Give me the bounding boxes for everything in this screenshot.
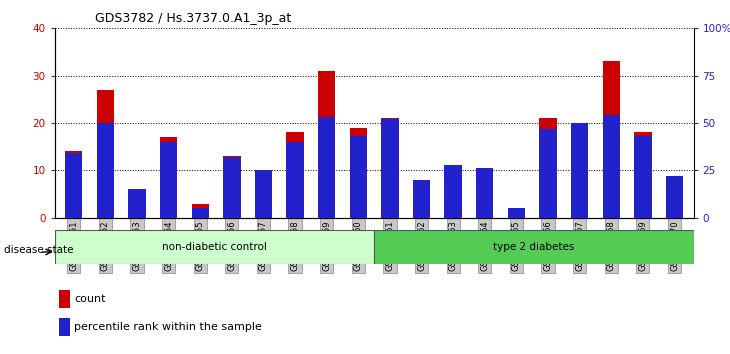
Bar xyxy=(602,115,620,218)
Bar xyxy=(191,204,209,218)
Bar xyxy=(445,166,462,218)
Bar xyxy=(413,180,430,218)
Bar xyxy=(634,132,652,218)
Bar xyxy=(318,117,335,218)
Bar xyxy=(128,189,146,218)
Bar xyxy=(223,157,240,218)
Bar xyxy=(476,170,493,218)
Bar xyxy=(191,208,209,218)
Bar xyxy=(381,118,399,218)
Bar xyxy=(128,189,146,218)
Bar xyxy=(602,62,620,218)
Bar xyxy=(571,123,588,218)
Bar xyxy=(413,180,430,218)
Bar xyxy=(381,119,399,218)
Text: GDS3782 / Hs.3737.0.A1_3p_at: GDS3782 / Hs.3737.0.A1_3p_at xyxy=(95,12,291,25)
Bar xyxy=(255,170,272,218)
Bar xyxy=(666,176,683,218)
FancyBboxPatch shape xyxy=(374,230,694,264)
Bar xyxy=(539,129,557,218)
Bar xyxy=(350,128,367,218)
Bar xyxy=(445,165,462,218)
Bar xyxy=(96,123,114,218)
Bar xyxy=(350,136,367,218)
Bar xyxy=(634,136,652,218)
Bar xyxy=(286,132,304,218)
Bar xyxy=(65,153,82,218)
Text: percentile rank within the sample: percentile rank within the sample xyxy=(74,322,262,332)
Bar xyxy=(318,71,335,218)
Bar xyxy=(255,170,272,218)
Bar xyxy=(65,152,82,218)
Text: type 2 diabetes: type 2 diabetes xyxy=(493,242,575,252)
Text: disease state: disease state xyxy=(4,245,73,255)
Text: count: count xyxy=(74,294,106,304)
Bar xyxy=(539,118,557,218)
Bar xyxy=(476,169,493,218)
Bar xyxy=(223,156,240,218)
Bar xyxy=(571,123,588,218)
Bar xyxy=(160,142,177,218)
Bar xyxy=(286,142,304,218)
Bar xyxy=(666,180,683,218)
FancyBboxPatch shape xyxy=(55,230,374,264)
Bar xyxy=(96,90,114,218)
Bar xyxy=(508,208,525,218)
Bar xyxy=(160,137,177,218)
Bar xyxy=(59,318,70,336)
Text: non-diabetic control: non-diabetic control xyxy=(162,242,267,252)
Bar xyxy=(59,290,70,308)
Bar xyxy=(508,208,525,218)
